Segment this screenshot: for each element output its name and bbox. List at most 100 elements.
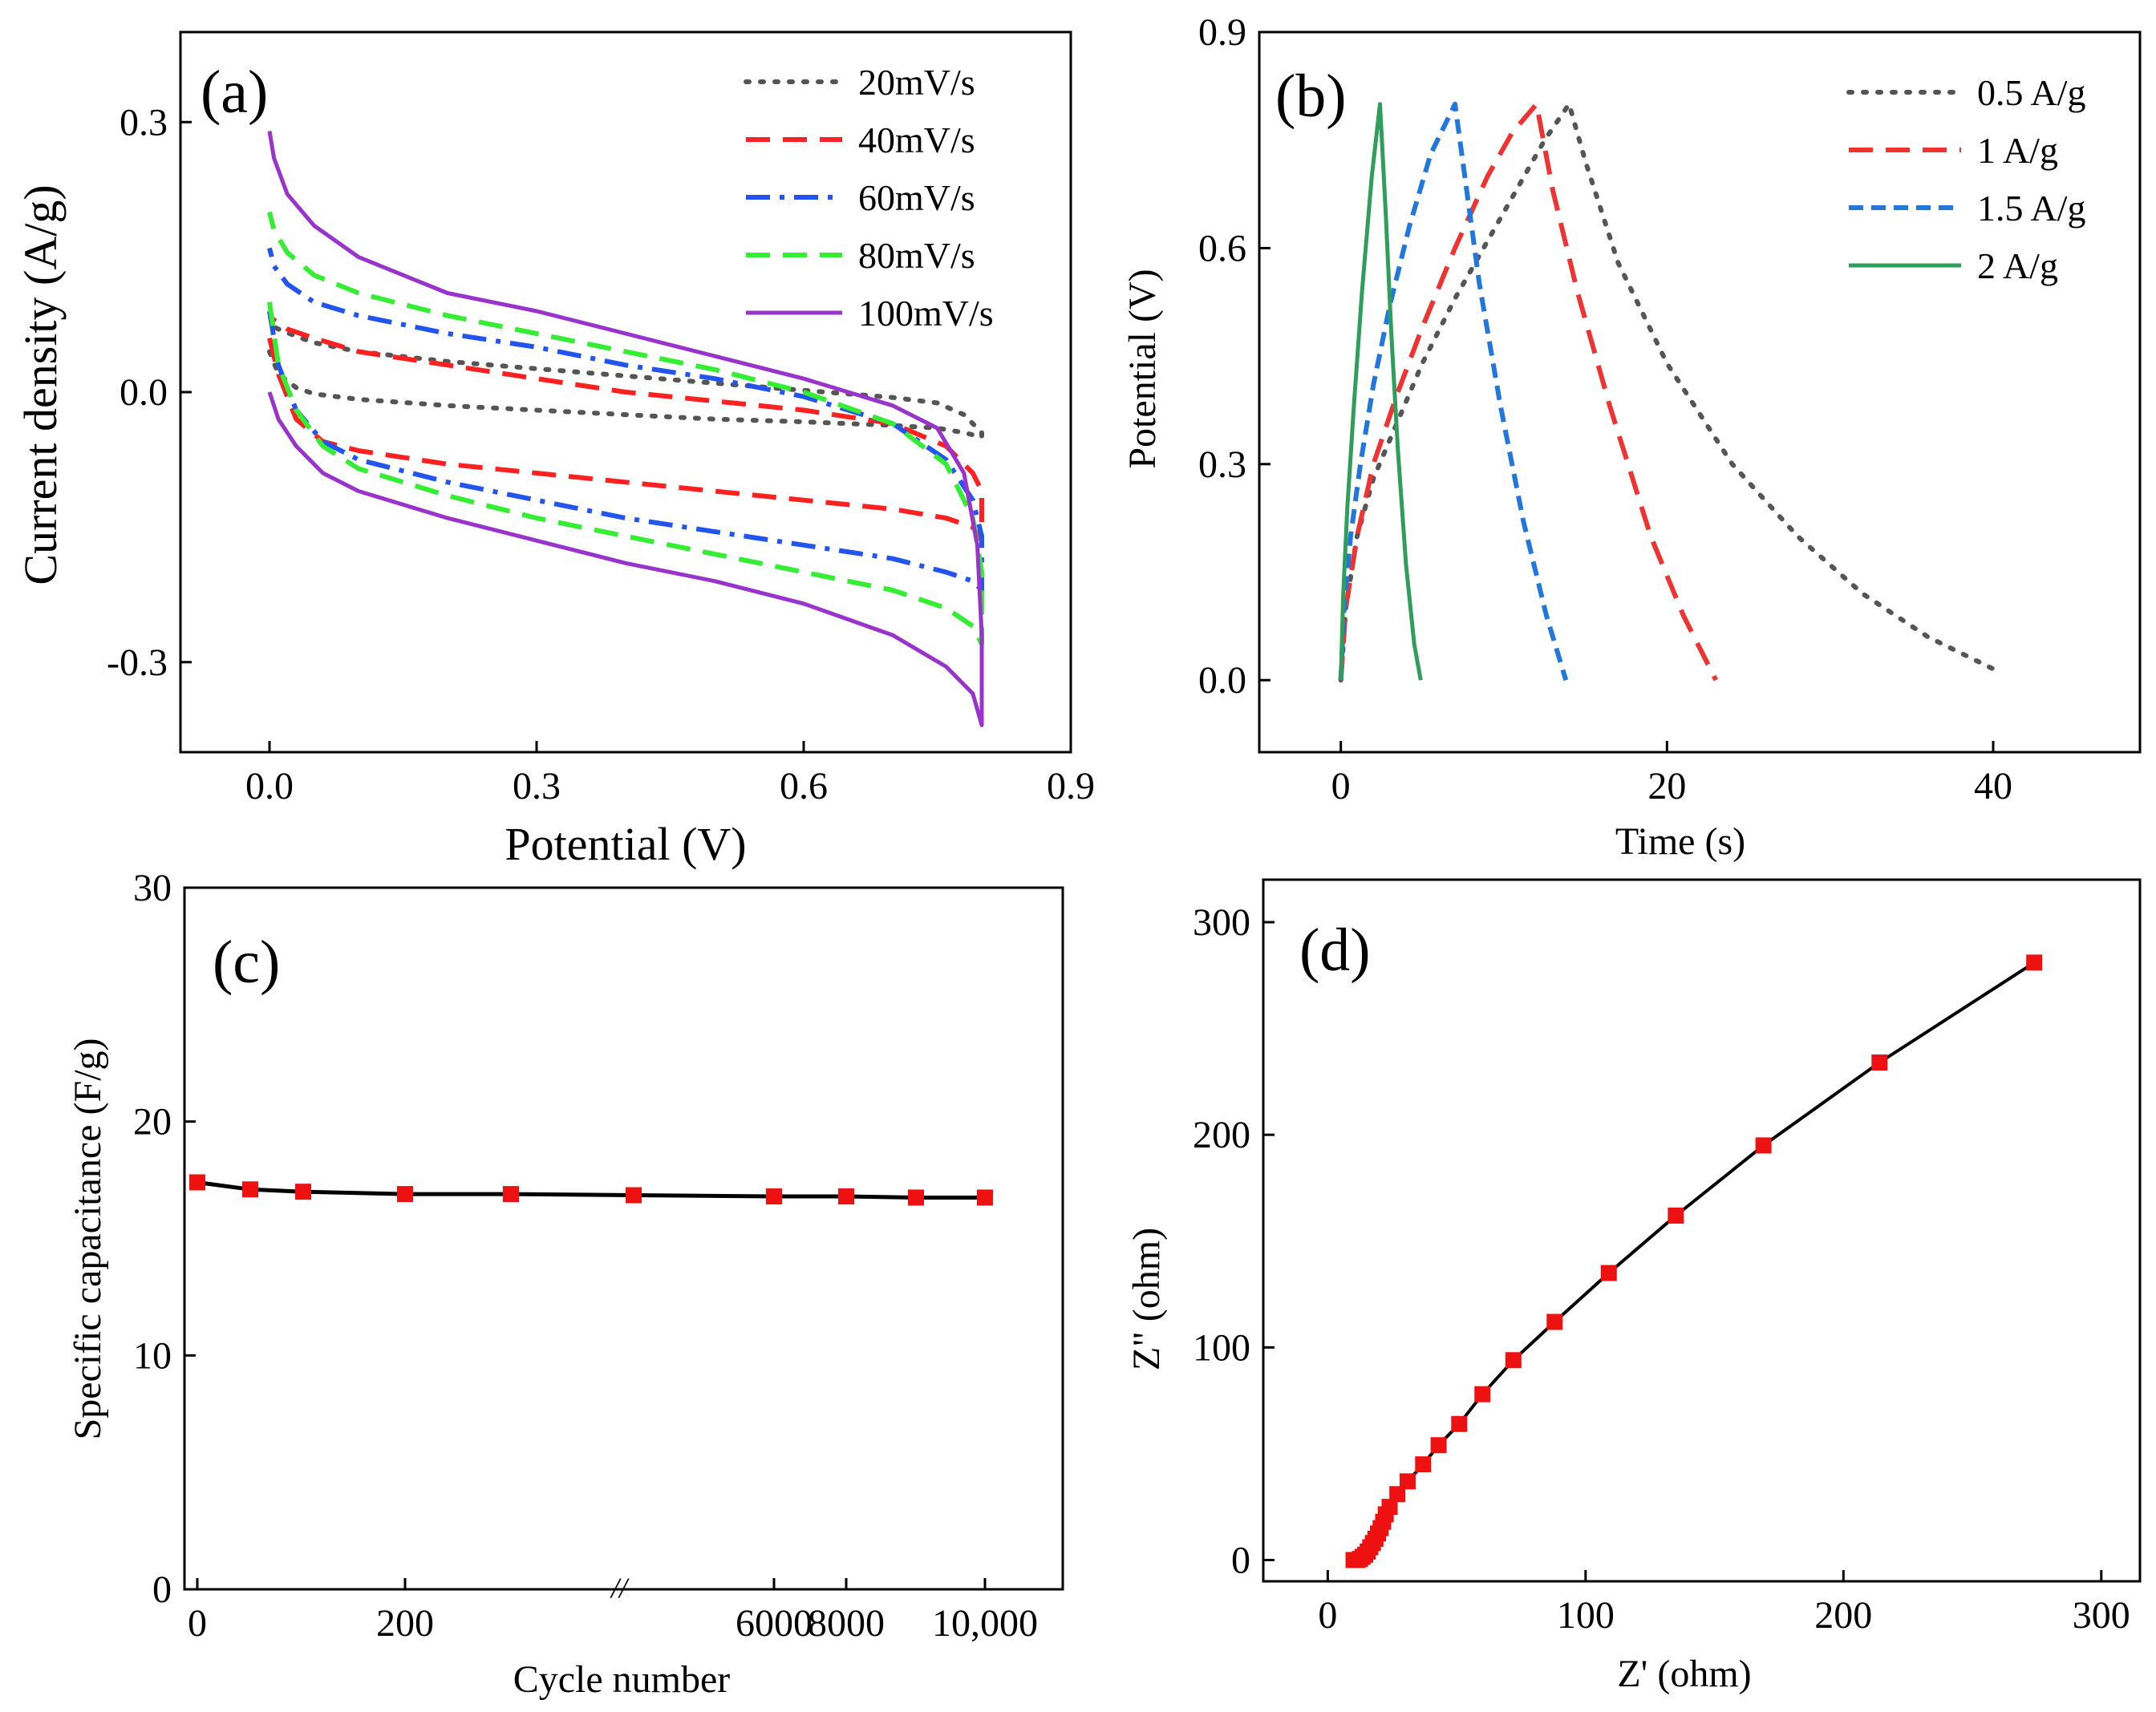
pb-legend-label-2: 1 A/g bbox=[1977, 130, 2058, 171]
pc-marker bbox=[503, 1186, 519, 1203]
pc-x-tick-label: 200 bbox=[376, 1602, 434, 1645]
pd-y-tick-label: 300 bbox=[1193, 901, 1250, 944]
pb-series-1-line bbox=[1338, 101, 2004, 683]
panel-c-x-axis-title: Cycle number bbox=[513, 1658, 731, 1701]
pb-x-tick-label: 0 bbox=[1331, 765, 1351, 807]
pc-marker bbox=[766, 1188, 782, 1204]
pc-x-tick-label: 8000 bbox=[808, 1602, 885, 1645]
pa-series-5-line bbox=[267, 131, 984, 727]
pd-marker bbox=[1600, 1265, 1617, 1281]
panel-d-x-axis-title: Z' (ohm) bbox=[1617, 1653, 1751, 1695]
pd-marker bbox=[1474, 1386, 1491, 1402]
panel-c-curves bbox=[189, 1174, 993, 1594]
pb-x-tick-label: 20 bbox=[1647, 765, 1686, 807]
pb-y-tick-label: 0.9 bbox=[1198, 11, 1246, 54]
pd-marker bbox=[1505, 1352, 1522, 1369]
pc-x-tick-label: 6000 bbox=[736, 1602, 813, 1645]
pa-legend-label-2: 40mV/s bbox=[858, 119, 975, 160]
pb-series-2-line bbox=[1338, 101, 1718, 682]
pb-series-4-line bbox=[1339, 102, 1423, 681]
pd-y-tick-label: 200 bbox=[1193, 1114, 1250, 1156]
pd-marker bbox=[1381, 1499, 1398, 1516]
panel-c-axis-break-marker: // bbox=[610, 1572, 630, 1604]
pc-marker bbox=[397, 1186, 413, 1203]
panel-b-label: (b) bbox=[1275, 63, 1347, 130]
panel-b-x-axis-title: Time (s) bbox=[1615, 820, 1745, 863]
panel-a-label: (a) bbox=[201, 59, 268, 126]
pb-y-tick-label: 0.6 bbox=[1198, 227, 1246, 269]
pc-marker bbox=[295, 1184, 311, 1200]
pa-series-4-line bbox=[267, 211, 984, 647]
pa-x-tick-label: 0.3 bbox=[513, 765, 561, 807]
panel-a: 0.0 0.3 0.6 0.9 -0.3 0.0 0.3 (a) Potential (V)… bbox=[14, 30, 1095, 870]
panel-b: 0 20 40 0.0 0.3 0.6 0.9 (b) Time (s) Potential… bbox=[1121, 11, 2142, 863]
pa-series-3-line bbox=[267, 247, 984, 593]
pd-marker bbox=[1668, 1207, 1684, 1224]
pd-marker bbox=[1415, 1456, 1432, 1473]
pd-x-tick-label: 300 bbox=[2073, 1594, 2130, 1637]
pa-legend-label-1: 20mV/s bbox=[858, 62, 975, 103]
panel-d: 0 100 200 300 0 100 200 300 (d) Z' (ohm) Z" (oh… bbox=[1125, 878, 2142, 1695]
pc-y-tick-label: 30 bbox=[133, 867, 172, 909]
pd-y-tick-label: 100 bbox=[1193, 1326, 1250, 1369]
panel-d-curves bbox=[1345, 954, 2043, 1568]
pa-series-2-line bbox=[267, 314, 984, 544]
pa-y-tick-label: 0.3 bbox=[120, 101, 168, 144]
pa-y-tick-label: 0.0 bbox=[120, 371, 168, 414]
panel-b-legend: 0.5 A/g 1 A/g 1.5 A/g 2 A/g bbox=[1846, 72, 2085, 286]
pa-y-tick-label: -0.3 bbox=[107, 641, 168, 684]
pc-y-tick-label: 0 bbox=[152, 1568, 172, 1611]
panel-d-ticks: 0 100 200 300 0 100 200 300 bbox=[1193, 901, 2130, 1637]
pd-series-line bbox=[1353, 961, 2036, 1562]
pa-legend-label-5: 100mV/s bbox=[858, 293, 994, 334]
pd-marker bbox=[1755, 1137, 1772, 1154]
pb-x-tick-label: 40 bbox=[1974, 765, 2012, 807]
panel-c-y-axis-title: Specific capacitance (F/g) bbox=[67, 1038, 109, 1439]
pd-marker bbox=[1389, 1486, 1406, 1503]
panel-a-ticks: 0.0 0.3 0.6 0.9 -0.3 0.0 0.3 bbox=[107, 101, 1095, 807]
pc-marker bbox=[838, 1188, 854, 1204]
pc-marker bbox=[977, 1189, 993, 1206]
pd-marker bbox=[1871, 1054, 1888, 1071]
pd-x-tick-label: 0 bbox=[1318, 1594, 1337, 1637]
pa-x-tick-label: 0.6 bbox=[780, 765, 828, 807]
pc-series-line bbox=[197, 1180, 985, 1200]
pc-y-tick-label: 10 bbox=[133, 1334, 172, 1377]
pb-y-tick-label: 0.0 bbox=[1198, 659, 1246, 702]
pd-x-tick-label: 200 bbox=[1814, 1594, 1872, 1637]
pc-y-tick-label: 20 bbox=[133, 1101, 172, 1143]
pa-x-tick-label: 0.0 bbox=[245, 765, 294, 807]
panel-b-y-axis-title: Potential (V) bbox=[1121, 269, 1164, 468]
panel-b-curves bbox=[1338, 101, 2004, 683]
panel-d-frame bbox=[1262, 878, 2142, 1583]
panel-a-x-axis-title: Potential (V) bbox=[505, 818, 746, 870]
pd-marker bbox=[1430, 1437, 1447, 1454]
panel-a-y-axis-title: Current density (A/g) bbox=[14, 184, 67, 585]
pa-x-tick-label: 0.9 bbox=[1047, 765, 1095, 807]
pd-x-tick-label: 100 bbox=[1557, 1594, 1615, 1637]
pb-series-3-line bbox=[1338, 101, 1569, 682]
pc-marker bbox=[626, 1187, 642, 1204]
panel-a-legend: 20mV/s 40mV/s 60mV/s 80mV/s 100mV/s bbox=[744, 62, 994, 334]
panel-c-frame bbox=[183, 886, 1064, 1591]
pb-legend-label-4: 2 A/g bbox=[1977, 245, 2058, 286]
pd-marker bbox=[1546, 1313, 1563, 1330]
panel-c-label: (c) bbox=[213, 929, 280, 996]
panel-b-ticks: 0 20 40 0.0 0.3 0.6 0.9 bbox=[1198, 11, 2012, 807]
pc-x-tick-label: 10,000 bbox=[932, 1602, 1038, 1645]
panel-d-label: (d) bbox=[1299, 917, 1371, 984]
pa-legend-label-3: 60mV/s bbox=[858, 177, 975, 218]
pd-marker bbox=[1400, 1473, 1416, 1490]
panel-b-frame bbox=[1258, 30, 2142, 754]
pb-legend-label-1: 0.5 A/g bbox=[1977, 72, 2085, 113]
pa-legend-label-4: 80mV/s bbox=[858, 235, 975, 276]
pd-marker bbox=[2026, 954, 2043, 971]
pc-x-tick-label: 0 bbox=[188, 1602, 207, 1645]
pb-y-tick-label: 0.3 bbox=[1198, 443, 1246, 486]
pd-y-tick-label: 0 bbox=[1231, 1539, 1250, 1581]
pc-marker bbox=[908, 1189, 924, 1206]
pc-marker bbox=[189, 1174, 205, 1191]
